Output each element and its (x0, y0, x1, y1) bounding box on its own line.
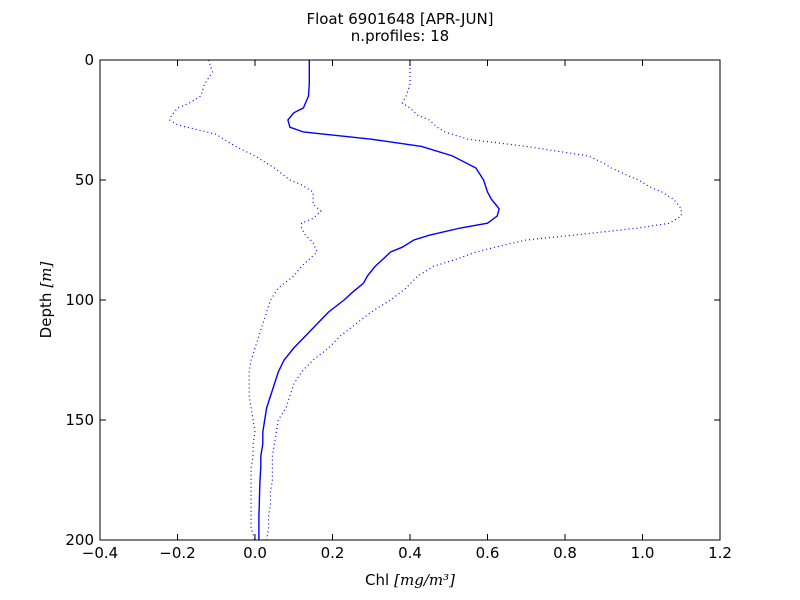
x-tick-label: 0.8 (553, 544, 577, 562)
series-layer (169, 59, 682, 541)
y-tick-label: 200 (65, 531, 94, 549)
chart-subtitle: n.profiles: 18 (351, 27, 449, 45)
x-tick-label: 0.6 (476, 544, 500, 562)
series-line-dotted-2 (266, 60, 682, 541)
x-tick-label: −0.2 (159, 544, 195, 562)
y-tick-label: 50 (75, 171, 94, 189)
x-tick-label: 0.0 (243, 544, 267, 562)
x-tick-label: 1.2 (708, 544, 732, 562)
x-tick-label: −0.4 (82, 544, 118, 562)
x-tick-label: 1.0 (631, 544, 655, 562)
y-tick-label: 100 (65, 291, 94, 309)
x-tick-label: 0.2 (321, 544, 345, 562)
x-axis-label-unit: [mg/m³] (394, 571, 455, 589)
tick-layer: −0.4 −0.2 0.0 0.2 0.4 0.6 0.8 1.0 1.2 0 50 100 150 20… (65, 51, 732, 562)
x-axis-label: Chl [mg/m³] (365, 571, 455, 589)
y-axis-label-name: Depth (37, 293, 55, 339)
y-tick-label: 150 (65, 411, 94, 429)
y-tick-label: 0 (84, 51, 94, 69)
chart-title: Float 6901648 [APR-JUN] (306, 10, 493, 28)
x-tick-label: 0.4 (398, 544, 422, 562)
x-axis-label-name: Chl (365, 571, 389, 589)
y-axis-label: Depth [m] (37, 262, 55, 339)
series-line-dotted-1 (169, 59, 322, 541)
y-axis-label-unit: [m] (37, 262, 55, 288)
plot-area-frame (99, 59, 721, 541)
series-line-solid (258, 60, 500, 540)
